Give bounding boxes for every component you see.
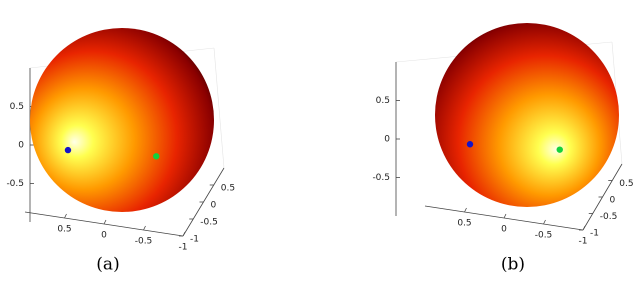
point <box>153 153 160 160</box>
y-tick-label: 0.5 <box>619 179 633 189</box>
x-tick <box>64 213 67 219</box>
box-edge <box>213 47 225 169</box>
x-tick-label: -1 <box>179 243 188 253</box>
caption: (a) <box>96 255 119 275</box>
y-tick-label: -1 <box>190 235 199 245</box>
y-tick-label: -0.5 <box>200 218 218 228</box>
y-tick-label: -0.5 <box>600 212 618 222</box>
z-tick-label: -0.5 <box>372 173 390 183</box>
x-tick <box>103 219 107 225</box>
x-tick <box>464 207 467 213</box>
y-tick-label: 0 <box>610 196 616 206</box>
y-tick-label: -1 <box>590 229 599 239</box>
x-tick-label: 0.5 <box>457 219 471 229</box>
x-tick-label: 0 <box>101 231 107 241</box>
point <box>466 141 474 148</box>
z-tick-label: 0.5 <box>10 102 24 112</box>
x-tick-label: 0 <box>501 225 507 235</box>
sphere <box>30 28 214 212</box>
z-tick-label: 0.5 <box>376 96 390 106</box>
x-tick-label: -1 <box>579 237 588 247</box>
y-tick-label: 0.5 <box>221 184 235 194</box>
z-tick-label: -0.5 <box>6 179 24 189</box>
z-tick-label: 0 <box>18 141 24 151</box>
caption: (b) <box>501 255 525 275</box>
x-tick <box>143 225 146 231</box>
sphere <box>435 23 619 207</box>
x-tick <box>543 219 546 225</box>
z-tick-label: 0 <box>384 135 390 145</box>
point <box>64 146 72 154</box>
x-tick <box>503 213 507 219</box>
x-tick-label: -0.5 <box>135 237 153 247</box>
x-tick-label: 0.5 <box>57 225 71 235</box>
x-tick-label: -0.5 <box>535 231 553 241</box>
point <box>556 146 563 153</box>
y-tick-label: 0 <box>211 201 217 211</box>
